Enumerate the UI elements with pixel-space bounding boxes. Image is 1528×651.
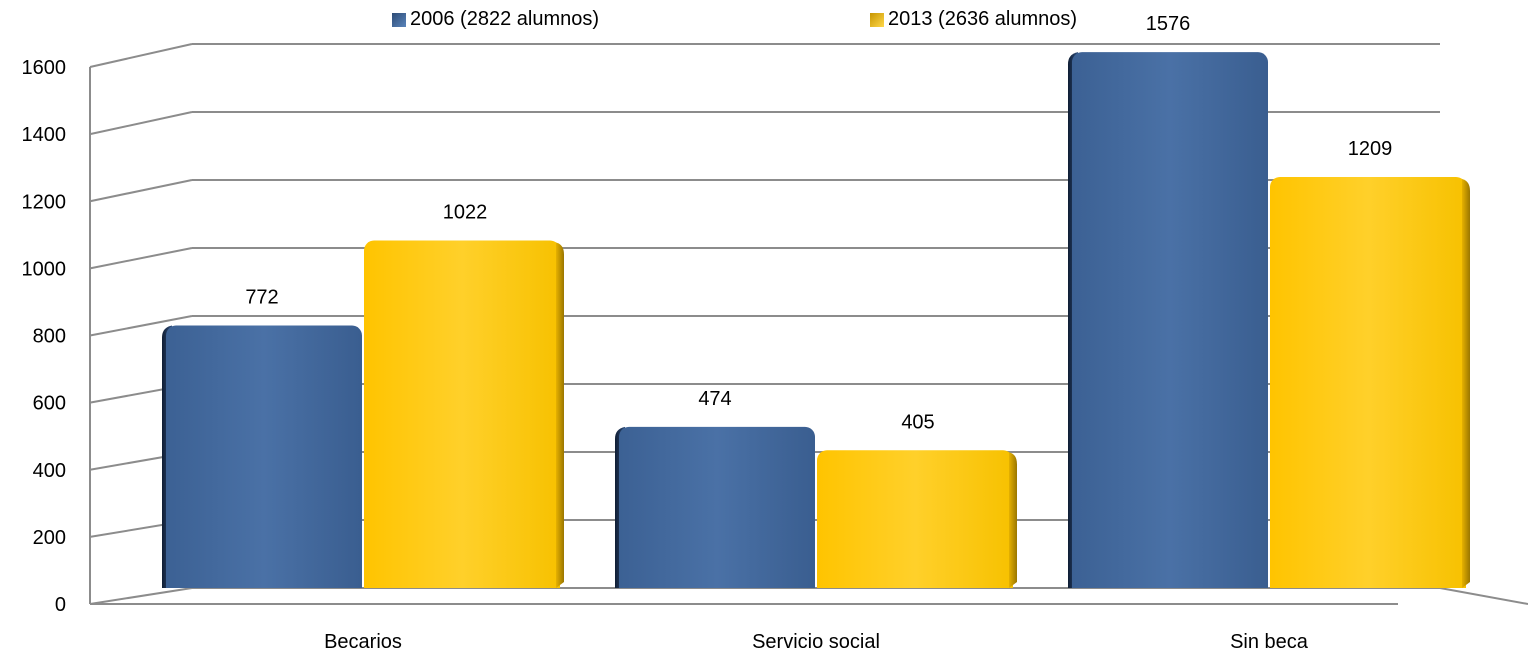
category-label: Sin beca bbox=[1230, 631, 1309, 651]
gridline-side bbox=[89, 111, 193, 136]
data-label: 405 bbox=[901, 411, 934, 433]
legend-swatch-2013 bbox=[870, 12, 884, 27]
bar bbox=[1270, 176, 1470, 588]
y-tick-label: 1400 bbox=[22, 124, 67, 146]
legend-item-2006: 2006 (2822 alumnos) bbox=[392, 8, 599, 31]
bar bbox=[162, 325, 362, 588]
legend-swatch-2006 bbox=[392, 12, 406, 27]
category-label: Servicio social bbox=[752, 631, 880, 651]
gridline-side bbox=[89, 315, 193, 337]
legend-item-2013: 2013 (2636 alumnos) bbox=[870, 8, 1077, 31]
y-tick-label: 800 bbox=[33, 326, 66, 348]
y-tick-label: 0 bbox=[55, 594, 66, 616]
category-label: Becarios bbox=[324, 631, 402, 651]
data-label: 1209 bbox=[1348, 138, 1393, 160]
gridline-side bbox=[89, 43, 193, 68]
y-tick-label: 1200 bbox=[22, 191, 67, 213]
legend-label-2013: 2013 (2636 alumnos) bbox=[888, 8, 1078, 30]
bar bbox=[364, 240, 564, 588]
bar bbox=[615, 426, 815, 588]
bars bbox=[162, 52, 1470, 589]
data-label: 1022 bbox=[443, 202, 488, 224]
data-label: 1576 bbox=[1146, 13, 1191, 35]
data-label: 474 bbox=[698, 388, 731, 410]
y-tick-label: 200 bbox=[33, 527, 66, 549]
y-tick-label: 1000 bbox=[22, 258, 67, 280]
legend: 2006 (2822 alumnos) 2013 (2636 alumnos) bbox=[0, 8, 1528, 38]
y-tick-label: 600 bbox=[33, 393, 66, 415]
data-label: 772 bbox=[245, 287, 278, 309]
y-tick-label: 400 bbox=[33, 460, 66, 482]
bar bbox=[1068, 52, 1268, 589]
y-tick-label: 1600 bbox=[22, 57, 67, 79]
gridline-side bbox=[89, 247, 193, 270]
labels: 0 200 400 600 800 1000 1200 1400 1600 Becarios 772… bbox=[22, 13, 1393, 651]
bar bbox=[817, 450, 1017, 588]
gridline-side bbox=[89, 179, 193, 203]
floor-right-edge bbox=[1439, 587, 1528, 605]
legend-label-2006: 2006 (2822 alumnos) bbox=[410, 8, 600, 30]
floor-left-edge bbox=[89, 587, 193, 605]
